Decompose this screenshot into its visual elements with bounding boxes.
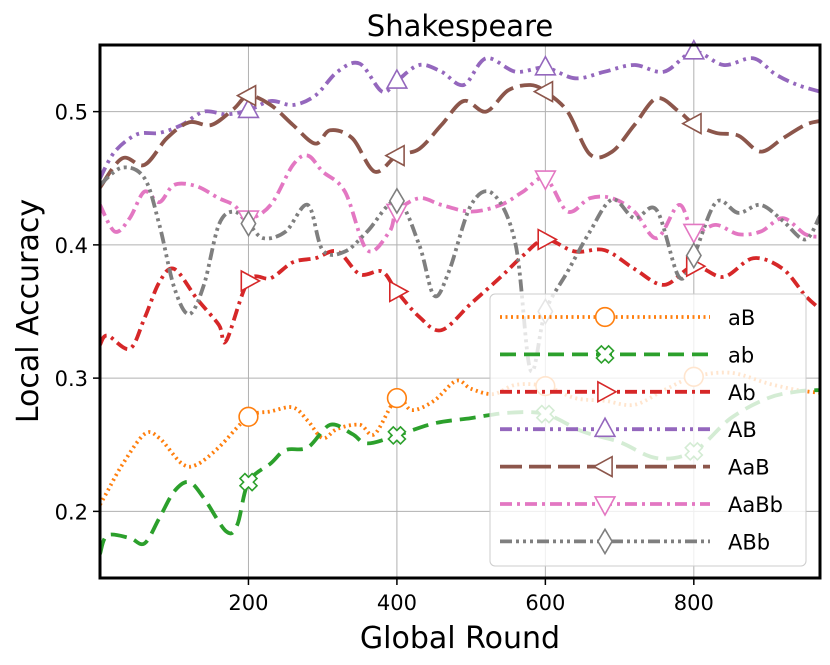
series-marker-ab: [238, 472, 259, 492]
series-marker-AB: [682, 39, 706, 60]
legend-box: [489, 293, 807, 567]
series-marker-ABb: [240, 209, 257, 238]
y-tick-label: 0.2: [55, 500, 88, 524]
series-marker-AB: [385, 68, 409, 89]
legend-marker-AaBb: [593, 496, 617, 517]
x-tick-label: 400: [377, 591, 417, 615]
legend: aB ab Ab AB AaB AaBb ABb: [489, 293, 807, 567]
series-marker-AaBb: [682, 223, 706, 245]
legend-marker-Ab: [597, 380, 618, 404]
y-tick-label: 0.4: [55, 234, 88, 258]
series-marker-ABb: [685, 241, 702, 270]
series-marker-Ab: [537, 228, 559, 251]
series-marker-ABb: [388, 187, 406, 215]
series-marker-aB: [386, 387, 408, 409]
series-marker-Ab: [240, 269, 262, 293]
series-line-AaB: [100, 83, 820, 189]
legend-label-AB: AB: [728, 418, 757, 442]
series-marker-AaB: [681, 112, 702, 135]
series-marker-AaB: [384, 144, 405, 167]
legend-marker-ab: [595, 344, 615, 365]
plot-frame: [98, 43, 822, 580]
x-tick-label: 200: [228, 591, 268, 615]
legend-label-Ab: Ab: [728, 381, 756, 405]
series-marker-Ab: [388, 280, 410, 303]
series-line-AB: [100, 49, 820, 180]
series-marker-AB: [237, 97, 260, 119]
series-marker-AaBb: [534, 170, 557, 191]
legend-label-ab: ab: [728, 343, 754, 367]
y-tick-label: 0.3: [55, 367, 88, 391]
series-marker-ab: [387, 425, 407, 446]
legend-marker-AB: [593, 416, 617, 438]
y-axis-label: Local Accuracy: [11, 199, 46, 423]
series-line-AaBb: [100, 153, 820, 254]
grid: [100, 45, 820, 578]
chart-title: Shakespeare: [367, 9, 553, 43]
x-axis-label: Global Round: [360, 621, 560, 656]
y-tick-label: 0.5: [55, 101, 88, 125]
legend-marker-aB: [594, 306, 616, 328]
legend-label-AaB: AaB: [728, 456, 770, 480]
x-tick-label: 600: [525, 591, 565, 615]
series-marker-AB: [534, 55, 557, 76]
legend-marker-ABb: [596, 527, 614, 556]
axis-ticks: 200 400 600 800 0.2 0.3 0.4 0.5: [55, 101, 714, 615]
legend-label-ABb: ABb: [728, 530, 770, 554]
legend-marker-AaB: [592, 455, 613, 478]
legend-label-aB: aB: [728, 306, 755, 330]
series-line-Ab: [100, 237, 820, 351]
series-marker-AaB: [532, 80, 554, 103]
x-tick-label: 800: [674, 591, 714, 615]
series-marker-aB: [238, 406, 259, 427]
legend-label-AaBb: AaBb: [728, 493, 783, 517]
series-marker-AaB: [235, 84, 257, 107]
